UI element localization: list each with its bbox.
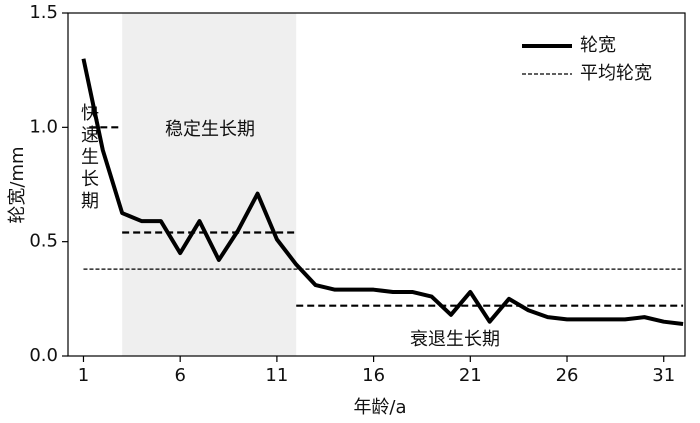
x-tick-label: 11 xyxy=(265,365,288,386)
shaded-region xyxy=(122,13,297,356)
plot-frame xyxy=(67,12,686,357)
x-tick-label: 26 xyxy=(556,365,579,386)
y-axis-label: 轮宽/mm xyxy=(7,146,28,223)
x-axis-label: 年龄/a xyxy=(353,397,406,418)
x-tick-label: 1 xyxy=(78,365,89,386)
x-tick-label: 16 xyxy=(362,365,385,386)
y-tick-label: 1.5 xyxy=(29,2,58,23)
line-series xyxy=(81,58,684,326)
y-tick-label: 0.5 xyxy=(29,231,58,252)
stage-label: 快速生长期 xyxy=(78,103,99,213)
y-tick-label: 0.0 xyxy=(29,345,58,366)
x-tick-label: 21 xyxy=(459,365,482,386)
x-tick-label: 6 xyxy=(174,365,185,386)
legend-label: 平均轮宽 xyxy=(580,63,652,84)
legend-label: 轮宽 xyxy=(580,35,616,56)
x-tick-label: 31 xyxy=(652,365,675,386)
stage-label: 衰退生长期 xyxy=(410,329,500,350)
y-tick-label: 1.0 xyxy=(29,116,58,137)
stage-label: 稳定生长期 xyxy=(165,119,255,140)
